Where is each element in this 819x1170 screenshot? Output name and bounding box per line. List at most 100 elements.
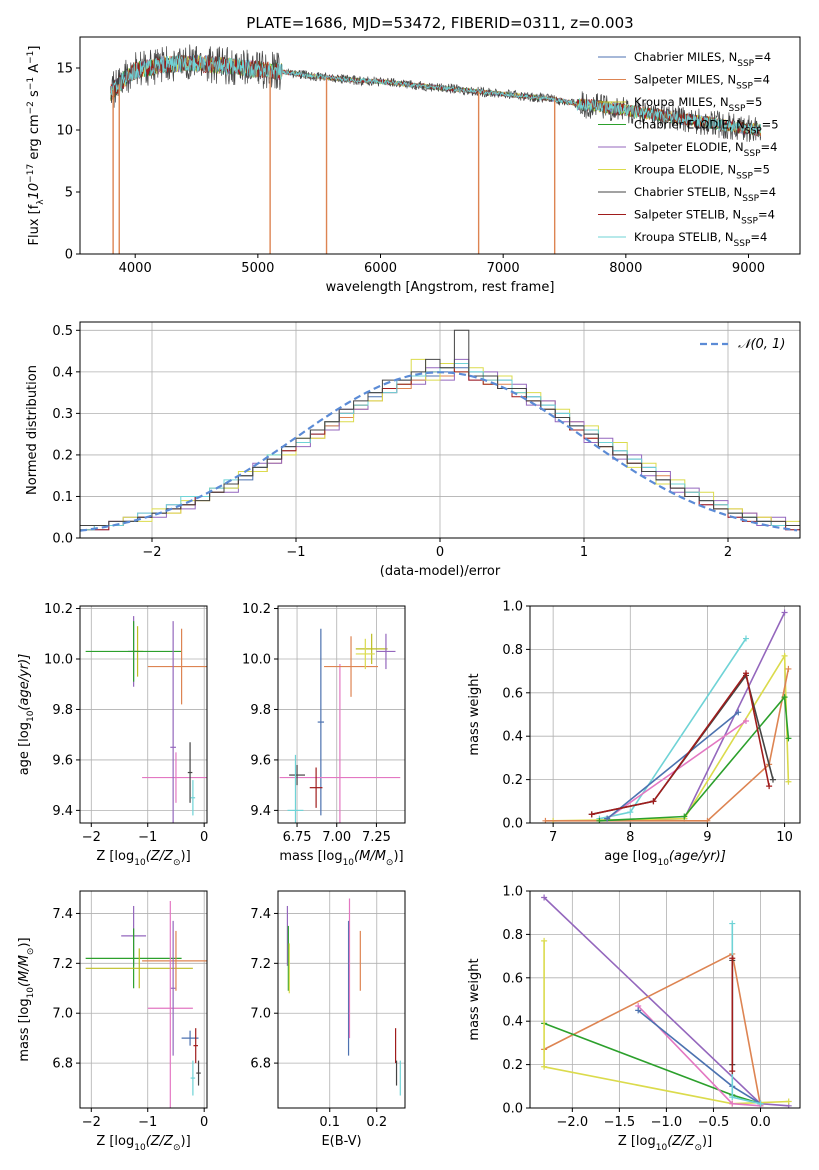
weight-marker — [635, 1007, 642, 1014]
x-axis-label: (data-model)/error — [380, 564, 501, 579]
y-tick-label: 9.6 — [250, 753, 271, 768]
weight-marker — [785, 778, 792, 785]
x-tick-label: 7000 — [487, 261, 520, 276]
y-tick-label: 0.4 — [52, 365, 73, 380]
y-tick-label: 0.1 — [52, 490, 73, 505]
x-tick-label: 0.2 — [366, 1115, 387, 1130]
panel-age-vs-mass: 6.75 7.00 7.25 9.4 9.6 9.8 10.0 10.2 mass [log10… — [242, 602, 406, 868]
x-tick-label: 0 — [200, 830, 208, 845]
y-tick-label: 0.2 — [52, 448, 73, 463]
axes-frame — [79, 36, 801, 255]
spectrum-line — [110, 54, 762, 135]
plot-area — [85, 900, 207, 1108]
errorbar-point — [147, 900, 193, 1108]
y-tick-label: 0.6 — [502, 971, 523, 986]
legend-entry: Kroupa ELODIE, NSSP=5 — [634, 163, 770, 182]
y-tick-label: 7.2 — [250, 957, 271, 972]
y-tick-label: 10.2 — [44, 602, 73, 617]
y-tick-label: 7.4 — [250, 907, 271, 922]
y-tick-label: 7.2 — [52, 957, 73, 972]
x-tick-label: 0 — [436, 545, 444, 560]
y-tick-label: 6.8 — [250, 1057, 271, 1072]
legend-entry: Salpeter MILES, NSSP=4 — [634, 73, 770, 92]
panel-mass-weight-vs-Z: −2.0 −1.5 −1.0 −0.5 0.0 0.0 0.2 0.4 0.6 0.8 1.0 Z [… — [467, 885, 801, 1153]
errorbar-point — [317, 628, 325, 816]
plot-area — [110, 44, 762, 254]
weight-marker — [770, 776, 776, 783]
y-tick-label: 0.8 — [502, 643, 523, 658]
panel-mass-vs-Z: −2 −1 0 6.8 7.0 7.2 7.4 Z [log10(Z/Z⊙)] mass [lo… — [17, 890, 208, 1153]
y-tick-label: 0.4 — [502, 1015, 523, 1030]
weight-line — [553, 653, 790, 822]
errorbar-point — [190, 1060, 196, 1096]
weight-line — [591, 671, 770, 816]
x-axis-label: wavelength [Angstrom, rest frame] — [326, 280, 555, 295]
x-tick-label: −0.5 — [698, 1115, 730, 1130]
y-tick-label: 1.0 — [502, 885, 523, 900]
errorbar-point — [85, 621, 182, 682]
panel-age-vs-Z: −2 −1 0 9.4 9.6 9.8 10.0 10.2 Z [log10(Z/Z⊙)] age… — [17, 602, 208, 868]
weight-marker — [743, 718, 749, 725]
weight-marker — [785, 735, 792, 742]
y-axis-label: age [log10(age/yr)] — [17, 654, 36, 776]
panel-spectrum: 4000 5000 6000 7000 8000 9000 0 5 10 15 wavelength… — [26, 36, 801, 295]
weight-line — [599, 695, 790, 822]
errorbar-point — [309, 767, 323, 808]
legend-entry: Kroupa MILES, NSSP=5 — [634, 95, 762, 114]
x-tick-label: 7 — [549, 830, 557, 845]
errorbar-point — [196, 1060, 201, 1086]
errorbar-point — [324, 636, 379, 697]
legend-entry: Kroupa STELIB, NSSP=4 — [634, 230, 767, 249]
weight-marker — [604, 815, 611, 822]
weight-line — [606, 711, 739, 820]
normal-curve — [80, 371, 798, 532]
weight-marker — [781, 609, 788, 616]
errorbar-point — [376, 633, 396, 670]
x-axis-label: Z [log10(Z/Z⊙)] — [618, 1134, 712, 1153]
x-tick-label: 9000 — [732, 261, 765, 276]
weight-marker — [743, 670, 749, 677]
errorbar-point — [170, 920, 176, 1056]
x-tick-label: 2 — [724, 545, 732, 560]
x-tick-label: 6.75 — [283, 830, 312, 845]
plot-area — [286, 898, 401, 1096]
x-tick-label: 8 — [626, 830, 634, 845]
y-tick-label: 0.5 — [52, 324, 73, 339]
weight-line — [599, 638, 747, 820]
legend-entry: Salpeter STELIB, NSSP=4 — [634, 208, 775, 227]
errorbar-point — [287, 754, 304, 823]
y-tick-label: 0.4 — [502, 730, 523, 745]
errorbar-point — [355, 638, 375, 670]
axes-frame — [529, 605, 801, 824]
x-tick-label: 6000 — [364, 261, 397, 276]
y-tick-label: 0.0 — [502, 1102, 523, 1117]
y-tick-label: 10.2 — [242, 602, 271, 617]
y-tick-label: 0.0 — [52, 532, 73, 547]
weight-marker — [588, 811, 595, 818]
weight-line — [731, 923, 761, 1105]
axes-frame — [79, 605, 208, 824]
axes-frame — [79, 890, 208, 1109]
weight-marker — [781, 694, 788, 701]
y-tick-label: 9.4 — [52, 804, 73, 819]
legend-entry: Chabrier STELIB, NSSP=4 — [634, 185, 776, 204]
x-axis-label: age [log10(age/yr)] — [604, 849, 726, 868]
x-tick-label: 8000 — [609, 261, 642, 276]
x-tick-label: −2 — [82, 1115, 101, 1130]
x-axis-label: mass [log10(M/M⊙)] — [279, 849, 403, 868]
plot-area — [85, 616, 207, 823]
y-tick-label: 0.0 — [502, 817, 523, 832]
x-tick-label: 4000 — [119, 261, 152, 276]
errorbar-point — [187, 742, 193, 803]
y-tick-label: 0.3 — [52, 407, 73, 422]
weight-line — [543, 1022, 761, 1105]
legend-entry: Chabrier MILES, NSSP=4 — [634, 50, 771, 69]
y-tick-label: 0 — [65, 248, 73, 263]
errorbar-point — [142, 752, 207, 803]
weight-marker — [729, 920, 736, 927]
errorbar-point — [289, 764, 305, 786]
panel-mass-weight-vs-age: 7 8 9 10 0.0 0.2 0.4 0.6 0.8 1.0 age [log10(age/yr… — [467, 600, 801, 868]
errorbar-point — [170, 621, 176, 823]
histogram-step — [80, 329, 800, 538]
spectrum-legend: Chabrier MILES, NSSP=4 Salpeter MILES, NS… — [598, 50, 779, 249]
